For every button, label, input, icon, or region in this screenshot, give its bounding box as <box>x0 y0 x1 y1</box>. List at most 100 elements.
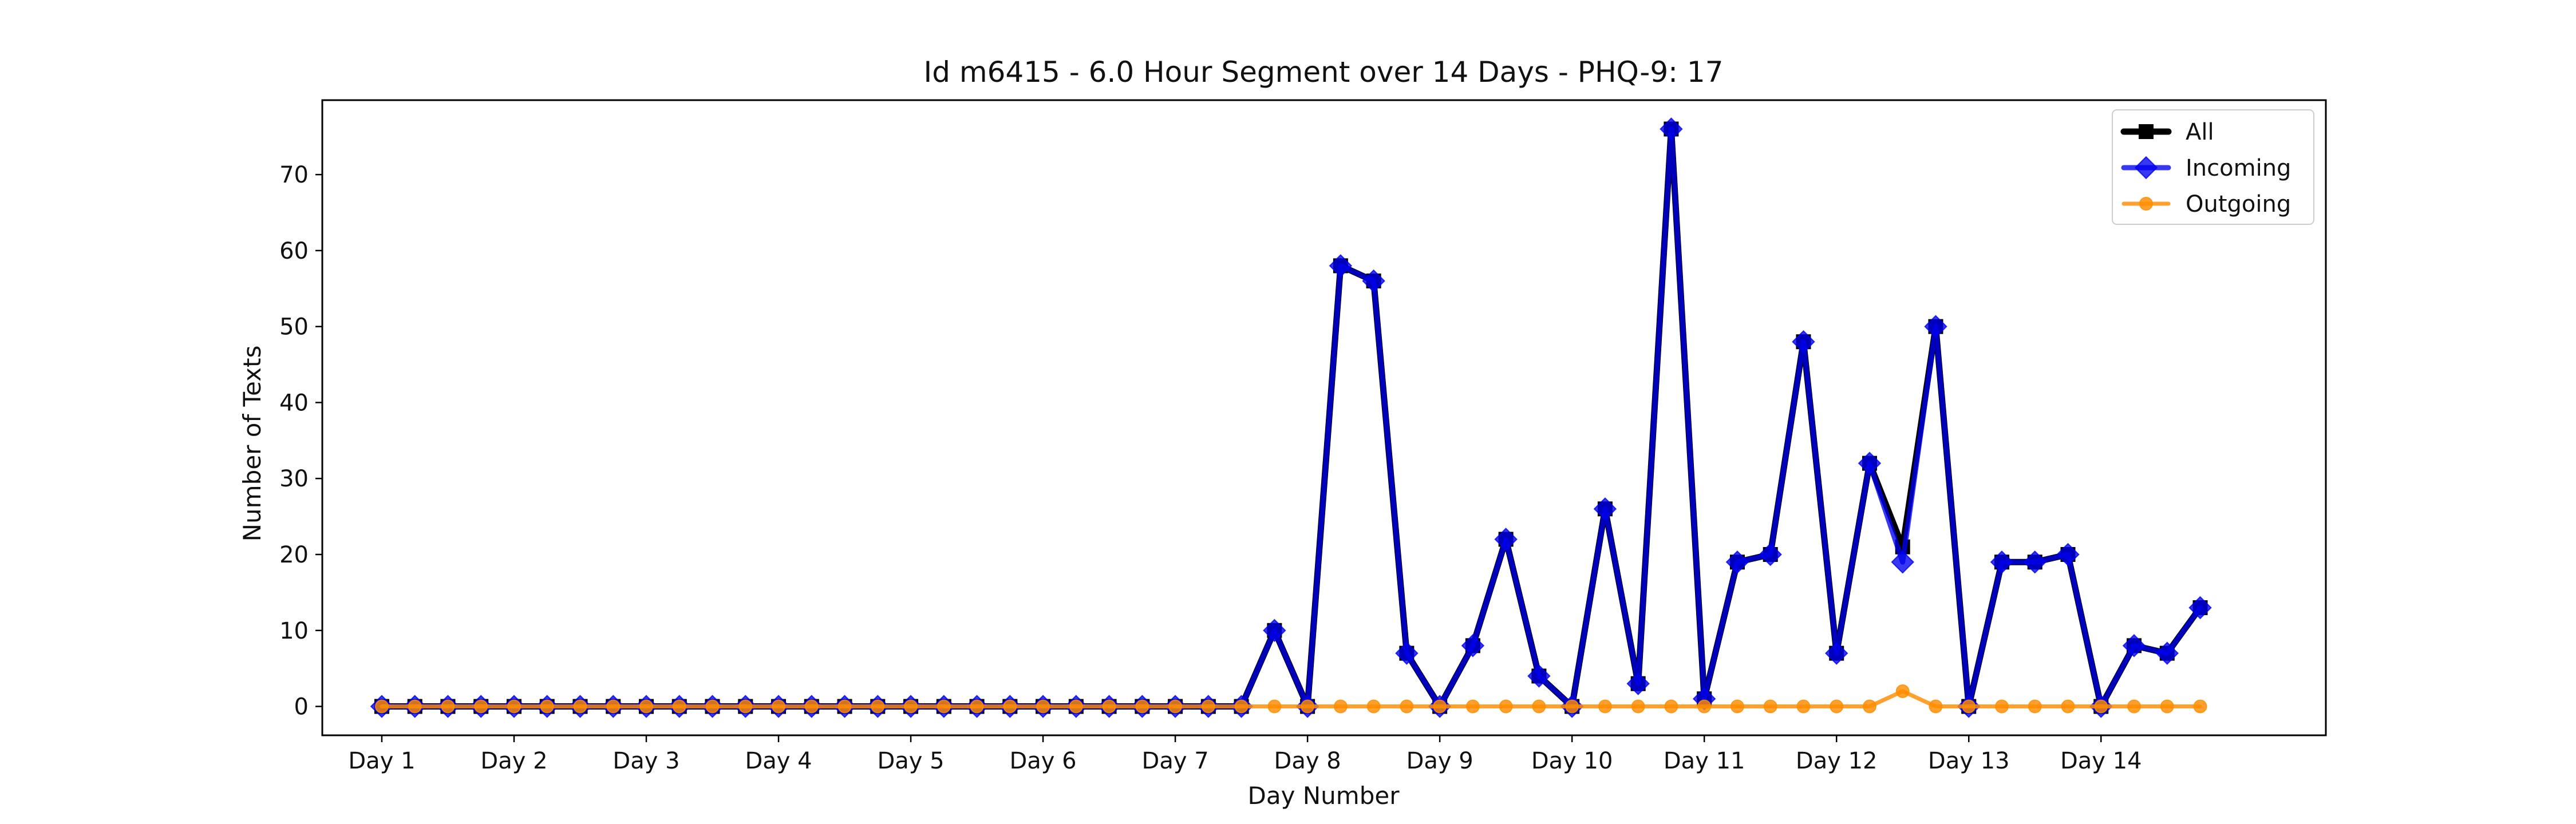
x-tick-label: Day 3 <box>613 748 679 774</box>
data-point-incoming <box>1263 619 1286 643</box>
legend-label: Outgoing <box>2186 191 2291 217</box>
data-point-outgoing <box>1201 699 1215 714</box>
data-point-outgoing <box>639 699 654 714</box>
data-point-outgoing <box>1862 699 1876 714</box>
data-point-outgoing <box>1499 699 1513 714</box>
data-point-outgoing <box>2094 699 2108 714</box>
data-point-outgoing <box>937 699 951 714</box>
data-point-outgoing <box>1763 699 1777 714</box>
data-point-outgoing <box>1697 699 1712 714</box>
data-point-outgoing <box>738 699 753 714</box>
x-tick-label: Day 14 <box>2060 748 2142 774</box>
x-tick-label: Day 12 <box>1796 748 1878 774</box>
series-lines <box>370 117 2212 718</box>
data-point-outgoing <box>1796 699 1811 714</box>
data-point-outgoing <box>474 699 488 714</box>
data-point-incoming <box>1990 550 2014 574</box>
data-point-outgoing <box>904 699 918 714</box>
data-point-incoming <box>1891 550 1914 574</box>
data-point-outgoing <box>1830 699 1844 714</box>
x-tick-label: Day 9 <box>1406 748 1473 774</box>
data-point-outgoing <box>871 699 885 714</box>
y-tick-label: 70 <box>279 162 309 188</box>
data-point-incoming <box>1461 634 1485 657</box>
data-point-outgoing <box>1532 699 1546 714</box>
data-point-incoming <box>2155 641 2179 665</box>
data-point-outgoing <box>1994 699 2009 714</box>
legend: All Incoming Outgoing <box>2112 109 2314 225</box>
data-point-outgoing <box>772 699 786 714</box>
data-point-incoming <box>1660 117 1683 141</box>
y-tick-label: 30 <box>279 466 309 492</box>
x-tick-label: Day 5 <box>877 748 944 774</box>
legend-item-all: All <box>2120 119 2214 145</box>
data-point-incoming <box>2188 596 2212 620</box>
x-tick-label: Day 8 <box>1274 748 1341 774</box>
data-point-outgoing <box>1598 699 1612 714</box>
data-point-outgoing <box>1003 699 1017 714</box>
data-point-outgoing <box>1234 699 1249 714</box>
legend-box <box>2112 109 2314 225</box>
data-point-outgoing <box>1135 699 1149 714</box>
y-tick-label: 20 <box>279 542 309 568</box>
chart-title: Id m6415 - 6.0 Hour Segment over 14 Days… <box>923 56 1723 89</box>
data-point-outgoing <box>1730 699 1744 714</box>
data-point-incoming <box>2056 542 2080 566</box>
legend-label: All <box>2186 119 2214 145</box>
data-point-incoming <box>2122 634 2146 657</box>
data-point-outgoing <box>1301 699 1315 714</box>
y-tick-label: 60 <box>279 238 309 264</box>
data-point-incoming <box>1494 528 1518 551</box>
data-point-outgoing <box>1267 699 1282 714</box>
data-point-outgoing <box>507 699 521 714</box>
data-point-outgoing <box>705 699 720 714</box>
data-point-incoming <box>1395 641 1419 665</box>
data-point-incoming <box>1759 542 1782 566</box>
data-point-outgoing <box>1400 699 1414 714</box>
x-tick-label: Day 11 <box>1664 748 1745 774</box>
data-point-outgoing <box>540 699 554 714</box>
data-point-outgoing <box>1631 699 1645 714</box>
data-point-outgoing <box>1465 699 1480 714</box>
y-tick-label: 10 <box>279 618 309 644</box>
data-point-outgoing <box>2160 699 2174 714</box>
data-point-outgoing <box>1929 699 1943 714</box>
data-point-incoming <box>1858 451 1882 475</box>
data-point-incoming <box>1329 254 1353 278</box>
data-point-outgoing <box>970 699 984 714</box>
data-point-outgoing <box>1433 699 1447 714</box>
data-point-outgoing <box>672 699 686 714</box>
data-point-incoming <box>1593 497 1617 521</box>
data-point-outgoing <box>606 699 621 714</box>
legend-item-incoming: Incoming <box>2121 155 2291 181</box>
data-point-incoming <box>2023 550 2047 574</box>
plot-frame <box>321 99 2327 736</box>
x-tick-label: Day 13 <box>1928 748 2010 774</box>
data-point-outgoing <box>573 699 587 714</box>
y-tick-label: 50 <box>279 314 309 340</box>
data-point-incoming <box>1792 330 1815 354</box>
data-point-outgoing <box>1036 699 1050 714</box>
series-outgoing <box>374 684 2207 714</box>
data-point-outgoing <box>1565 699 1579 714</box>
data-point-outgoing <box>2061 699 2075 714</box>
data-point-outgoing <box>2028 699 2042 714</box>
data-point-incoming <box>1924 315 1947 338</box>
data-point-outgoing <box>1168 699 1183 714</box>
data-point-outgoing <box>1069 699 1083 714</box>
x-tick-label: Day 6 <box>1009 748 1076 774</box>
data-point-outgoing <box>1333 699 1348 714</box>
data-point-outgoing <box>837 699 852 714</box>
data-point-incoming <box>1362 269 1385 293</box>
data-point-outgoing <box>374 699 389 714</box>
axes: Day 1 Day 2 Day 3 Day 4 Day 5 Day 6 Day 7 Day 8… <box>279 99 2327 774</box>
legend-item-outgoing: Outgoing <box>2121 191 2291 217</box>
data-point-outgoing <box>2127 699 2142 714</box>
data-point-outgoing <box>2193 699 2207 714</box>
x-tick-label: Day 2 <box>480 748 547 774</box>
data-point-outgoing <box>441 699 455 714</box>
data-point-outgoing <box>1895 684 1910 698</box>
data-point-incoming <box>1824 641 1848 665</box>
data-point-outgoing <box>1664 699 1678 714</box>
